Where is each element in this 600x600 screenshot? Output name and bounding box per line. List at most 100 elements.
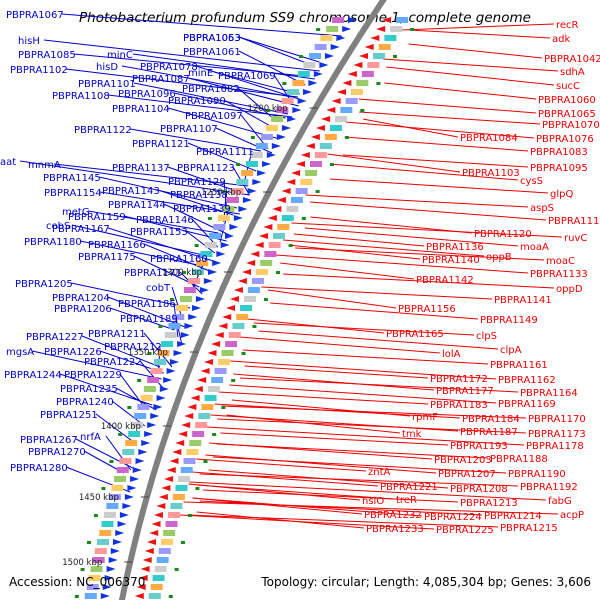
- reverse-gene-arrow[interactable]: [229, 296, 239, 302]
- gene-label-PBPRA1069[interactable]: PBPRA1069: [218, 71, 276, 82]
- gene-label-adk[interactable]: adk: [552, 34, 570, 45]
- reverse-gene-arrow[interactable]: [193, 386, 203, 392]
- forward-gene-arrow[interactable]: [220, 242, 230, 248]
- forward-gene-arrow[interactable]: [180, 332, 190, 338]
- forward-gene-arrow[interactable]: [313, 71, 323, 77]
- gene-label-sdhA[interactable]: sdhA: [560, 67, 585, 78]
- reverse-gene-arrow[interactable]: [211, 341, 221, 347]
- gene-label-cysS[interactable]: cysS: [520, 176, 543, 187]
- gene-label-PBPRA1164[interactable]: PBPRA1164: [520, 388, 578, 399]
- forward-gene-arrow[interactable]: [173, 350, 183, 356]
- forward-gene-arrow[interactable]: [119, 512, 129, 518]
- forward-gene-arrow[interactable]: [138, 449, 148, 455]
- forward-gene-arrow[interactable]: [252, 179, 262, 185]
- forward-gene-arrow[interactable]: [132, 467, 142, 473]
- gene-label-lolA[interactable]: lolA: [442, 349, 461, 360]
- gene-label-PBPRA1136[interactable]: PBPRA1136: [426, 242, 484, 253]
- gene-label-PBPRA1203[interactable]: PBPRA1203: [434, 455, 492, 466]
- gene-label-PBPRA1138[interactable]: PBPRA1138: [170, 190, 228, 201]
- gene-label-PBPRA1084[interactable]: PBPRA1084: [460, 133, 518, 144]
- gene-label-PBPRA1078[interactable]: PBPRA1078: [140, 62, 198, 73]
- forward-gene-arrow[interactable]: [124, 494, 134, 500]
- reverse-gene-arrow[interactable]: [286, 179, 296, 185]
- gene-label-PBPRA1225[interactable]: PBPRA1225: [436, 525, 494, 536]
- gene-label-treR[interactable]: treR: [396, 495, 417, 506]
- gene-label-PBPRA1137[interactable]: PBPRA1137: [112, 163, 170, 174]
- reverse-gene-arrow[interactable]: [184, 413, 194, 419]
- forward-gene-arrow[interactable]: [184, 323, 194, 329]
- gene-label-PBPRA1208[interactable]: PBPRA1208: [450, 484, 508, 495]
- reverse-gene-arrow[interactable]: [281, 188, 291, 194]
- gene-label-PBPRA1193[interactable]: PBPRA1193: [450, 441, 508, 452]
- gene-label-PBPRA1175[interactable]: PBPRA1175: [78, 252, 136, 263]
- gene-label-PBPRA1087[interactable]: PBPRA1087: [132, 74, 190, 85]
- gene-label-PBPRA1192[interactable]: PBPRA1192: [520, 482, 578, 493]
- gene-label-PBPRA1111[interactable]: PBPRA1111: [196, 147, 254, 158]
- gene-label-oppB[interactable]: oppB: [486, 252, 512, 263]
- gene-label-PBPRA1184[interactable]: PBPRA1184: [462, 414, 520, 425]
- gene-label-PBPRA1103[interactable]: PBPRA1103: [462, 168, 520, 179]
- reverse-gene-arrow[interactable]: [267, 215, 277, 221]
- gene-label-PBPRA1235[interactable]: PBPRA1235: [60, 384, 118, 395]
- forward-gene-arrow[interactable]: [242, 197, 252, 203]
- gene-label-metG[interactable]: metG: [62, 207, 90, 218]
- forward-gene-arrow[interactable]: [127, 485, 137, 491]
- reverse-gene-arrow[interactable]: [353, 62, 363, 68]
- gene-label-PBPRA1142[interactable]: PBPRA1142: [416, 275, 474, 286]
- gene-label-sucC[interactable]: sucC: [556, 81, 580, 92]
- gene-label-PBPRA1206[interactable]: PBPRA1206: [54, 304, 112, 315]
- forward-gene-arrow[interactable]: [224, 233, 234, 239]
- gene-label-PBPRA1226[interactable]: PBPRA1226: [44, 347, 102, 358]
- gene-label-PBPRA1097[interactable]: PBPRA1097: [185, 111, 243, 122]
- gene-label-PBPRA1121[interactable]: PBPRA1121: [132, 139, 190, 150]
- gene-label-minC[interactable]: minC: [107, 50, 133, 61]
- forward-gene-arrow[interactable]: [147, 422, 157, 428]
- gene-label-PBPRA1171[interactable]: PBPRA1171: [124, 268, 182, 279]
- gene-label-glpQ[interactable]: glpQ: [550, 189, 573, 200]
- forward-gene-arrow[interactable]: [141, 440, 151, 446]
- forward-gene-arrow[interactable]: [159, 386, 169, 392]
- reverse-gene-arrow[interactable]: [276, 197, 286, 203]
- reverse-gene-arrow[interactable]: [218, 323, 228, 329]
- forward-gene-arrow[interactable]: [216, 251, 226, 257]
- reverse-gene-arrow[interactable]: [146, 539, 156, 545]
- gene-label-PBPRA1240[interactable]: PBPRA1240: [56, 397, 114, 408]
- forward-gene-arrow[interactable]: [247, 188, 257, 194]
- forward-gene-arrow[interactable]: [276, 134, 286, 140]
- forward-gene-arrow[interactable]: [170, 359, 179, 365]
- forward-gene-arrow[interactable]: [199, 287, 209, 293]
- reverse-gene-arrow[interactable]: [331, 98, 341, 104]
- reverse-gene-arrow[interactable]: [166, 467, 176, 473]
- forward-gene-arrow[interactable]: [348, 17, 358, 23]
- reverse-gene-arrow[interactable]: [178, 431, 188, 437]
- forward-gene-arrow[interactable]: [281, 125, 291, 131]
- forward-gene-arrow[interactable]: [292, 107, 302, 113]
- gene-label-PBPRA1215[interactable]: PBPRA1215: [500, 523, 558, 534]
- gene-label-PBPRA1213[interactable]: PBPRA1213: [460, 498, 518, 509]
- gene-label-PBPRA1186[interactable]: PBPRA1186: [118, 299, 176, 310]
- forward-gene-arrow[interactable]: [195, 296, 205, 302]
- gene-label-PBPRA1104[interactable]: PBPRA1104: [112, 104, 170, 115]
- reverse-gene-arrow[interactable]: [305, 143, 315, 149]
- reverse-gene-arrow[interactable]: [175, 440, 185, 446]
- gene-label-PBPRA1267[interactable]: PBPRA1267: [20, 435, 78, 446]
- reverse-gene-arrow[interactable]: [250, 251, 260, 257]
- gene-label-nrfA[interactable]: nrfA: [80, 432, 101, 443]
- gene-label-PBPRA1270[interactable]: PBPRA1270: [28, 447, 86, 458]
- forward-gene-arrow[interactable]: [342, 26, 352, 32]
- gene-label-PBPRA1159[interactable]: PBPRA1159: [68, 212, 126, 223]
- gene-label-PBPRA1141[interactable]: PBPRA1141: [494, 295, 552, 306]
- gene-label-PBPRA1251[interactable]: PBPRA1251: [40, 410, 98, 421]
- gene-label-PBPRA1053[interactable]: PBPRA1053: [183, 33, 241, 44]
- reverse-gene-arrow[interactable]: [295, 161, 305, 167]
- reverse-gene-arrow[interactable]: [161, 485, 171, 491]
- gene-label-PBPRA1212[interactable]: PBPRA1212: [104, 342, 162, 353]
- gene-label-PBPRA1145[interactable]: PBPRA1145: [43, 173, 101, 184]
- reverse-gene-arrow[interactable]: [140, 566, 150, 572]
- gene-label-clpA[interactable]: clpA: [500, 345, 522, 356]
- gene-label-hisH[interactable]: hisH: [18, 36, 40, 47]
- gene-label-ruvC[interactable]: ruvC: [564, 233, 587, 244]
- forward-gene-arrow[interactable]: [192, 305, 202, 311]
- reverse-gene-arrow[interactable]: [291, 170, 301, 176]
- gene-label-PBPRA1149[interactable]: PBPRA1149: [480, 315, 538, 326]
